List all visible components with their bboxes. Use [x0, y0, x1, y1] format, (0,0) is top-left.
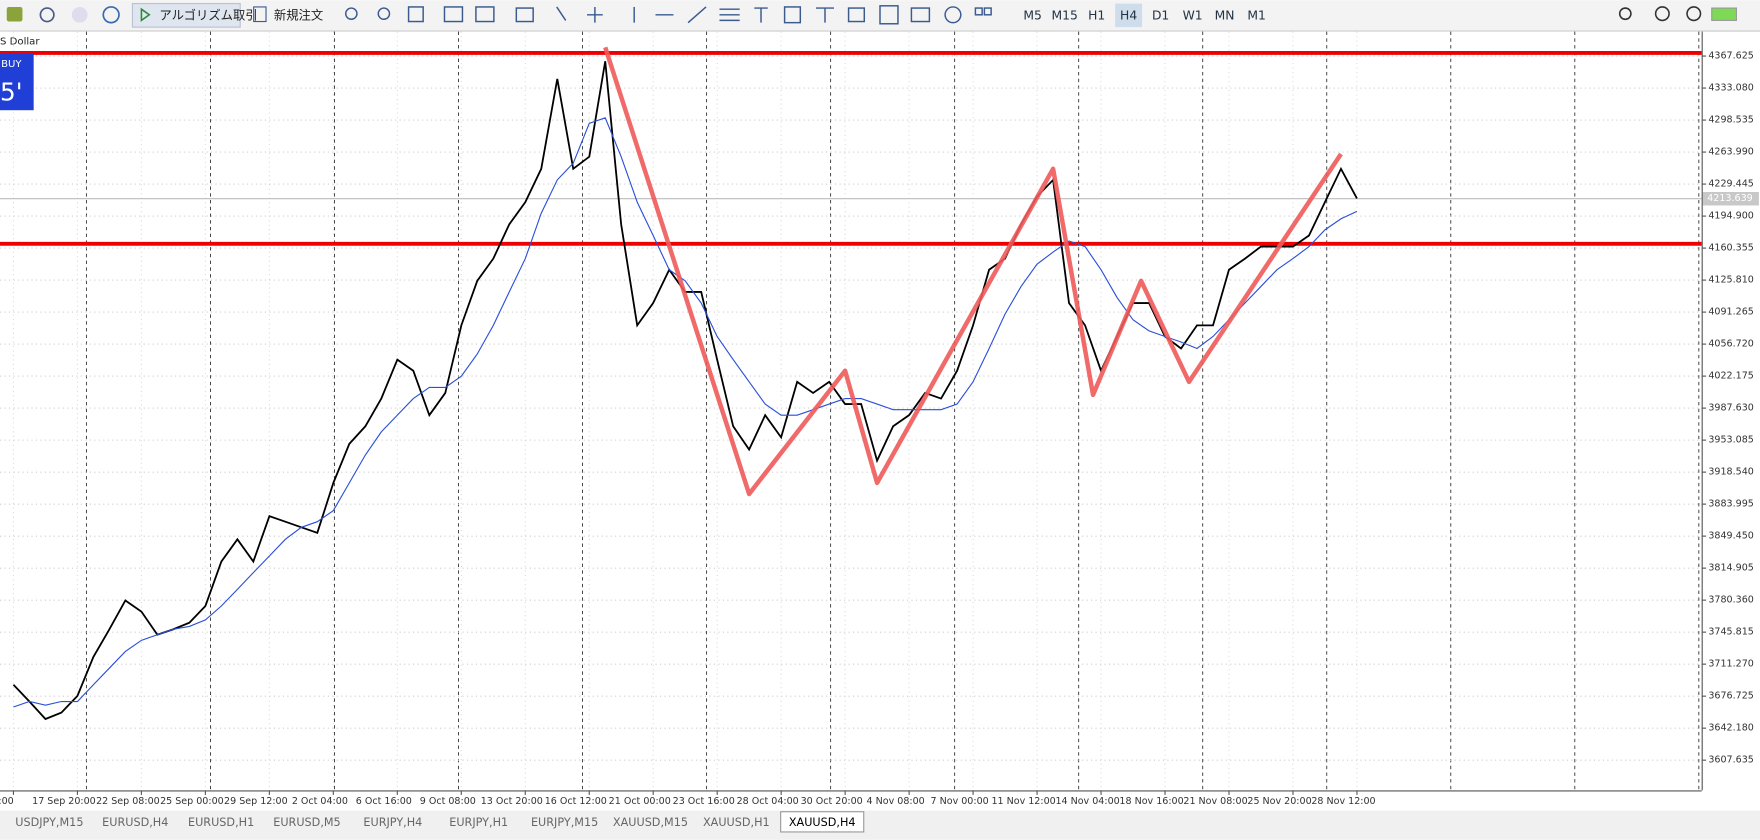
y-tick-label: 4160.355 [1708, 243, 1753, 254]
tab[interactable]: EURJPY,H4 [363, 816, 422, 829]
y-tick-label: 4333.080 [1708, 83, 1753, 94]
x-tick-label: 16 Oct 12:00 [545, 796, 607, 807]
y-tick-label: 3642.180 [1708, 723, 1753, 734]
toolbar-icon[interactable] [6, 6, 23, 22]
timeframe-button[interactable]: M1 [1247, 8, 1265, 22]
battery [1711, 7, 1737, 21]
x-tick-label: 7 Nov 00:00 [931, 796, 989, 807]
x-tick-label: 18 Nov 16:00 [1119, 796, 1183, 807]
timeframe-button[interactable]: M5 [1023, 8, 1041, 22]
tab[interactable]: XAUUSD,H1 [703, 816, 770, 829]
y-tick-label: 3676.725 [1708, 691, 1753, 702]
tabs: USDJPY,M15 EURUSD,H4 EURUSD,H1 EURUSD,M5 EUR… [15, 811, 865, 833]
x-tick-label: 22 Sep 08:00 [96, 796, 160, 807]
toolbar-icon[interactable] [102, 6, 120, 24]
y-tick-label: 3883.995 [1708, 499, 1753, 510]
x-tick-label: 14 Nov 04:00 [1055, 796, 1119, 807]
y-tick-label: 4125.810 [1708, 275, 1753, 286]
y-tick-label: 3987.630 [1708, 403, 1753, 414]
y-tick-label: 3607.635 [1708, 755, 1753, 766]
buy-price: 5' [0, 77, 23, 106]
y-tick-label: 3849.450 [1708, 531, 1753, 542]
chart: 4367.625 4333.080 4298.535 4263.990 4229.445… [0, 31, 1759, 807]
tab-bar [0, 810, 1760, 840]
x-tick-label: 21 Oct 00:00 [609, 796, 671, 807]
x-tick-label: 23 Oct 16:00 [673, 796, 735, 807]
timeframe-button[interactable]: M15 [1051, 8, 1077, 22]
algo-label: アルゴリズム取引 [159, 7, 257, 22]
x-tick-label: 25 Nov 20:00 [1247, 796, 1311, 807]
y-tick-label: 3780.360 [1708, 595, 1753, 606]
toolbar-right [1618, 6, 1702, 22]
current-price-box [1702, 191, 1759, 206]
timeframe-button[interactable]: H1 [1088, 8, 1105, 22]
timeframe-button[interactable]: H4 [1120, 8, 1137, 22]
toolbar-icons [344, 5, 992, 25]
timeframe-button[interactable]: D1 [1152, 8, 1169, 22]
moving-average [13, 117, 1358, 708]
x-tick-label: 2 Oct 04:00 [292, 796, 348, 807]
play-icon [140, 7, 151, 22]
y-tick-label: 3745.815 [1708, 627, 1753, 638]
y-tick-label: 4367.625 [1708, 51, 1753, 62]
y-tick-label: 3918.540 [1708, 467, 1753, 478]
timeframe-button[interactable]: W1 [1183, 8, 1203, 22]
x-tick-label: 6 Oct 16:00 [356, 796, 412, 807]
tab[interactable]: EURUSD,H1 [188, 816, 254, 829]
x-tick-label: 21 Nov 08:00 [1183, 796, 1247, 807]
y-tick-label: 3711.270 [1708, 659, 1753, 670]
x-tick-label: 04:00 [0, 796, 14, 807]
x-tick-label: 13 Oct 20:00 [481, 796, 543, 807]
x-tick-label: 17 Sep 20:00 [32, 796, 96, 807]
tab[interactable]: EURUSD,M5 [273, 816, 340, 829]
symbol-label: S Dollar [0, 37, 40, 48]
y-tick-label: 4298.535 [1708, 115, 1753, 126]
tab[interactable]: XAUUSD,M15 [613, 816, 688, 829]
x-tick-label: 30 Oct 20:00 [801, 796, 863, 807]
zigzag [603, 46, 1343, 497]
x-tick-label: 28 Nov 12:00 [1311, 796, 1375, 807]
y-tick-label: 4022.175 [1708, 371, 1753, 382]
buy-panel[interactable] [0, 52, 34, 111]
toolbar-icon[interactable] [71, 6, 88, 23]
x-tick-label: 4 Nov 08:00 [867, 796, 925, 807]
new-order-label[interactable]: 新規注文 [274, 7, 323, 22]
y-tick-label: 3953.085 [1708, 435, 1753, 446]
x-tick-label: 25 Sep 00:00 [160, 796, 224, 807]
x-tick-label: 28 Oct 04:00 [737, 796, 799, 807]
tab[interactable]: XAUUSD,H4 [789, 816, 856, 829]
algo-button[interactable] [131, 3, 241, 28]
y-tick-label: 3814.905 [1708, 563, 1753, 574]
timeframe-bar: M5 M15 H1 H4 D1 W1 MN M1 [1023, 3, 1266, 28]
y-tick-label: 4263.990 [1708, 147, 1753, 158]
tab[interactable]: EURJPY,H1 [449, 816, 508, 829]
x-tick-label: 29 Sep 12:00 [224, 796, 288, 807]
tab-active [780, 811, 865, 833]
toolbar-icon[interactable] [39, 7, 55, 23]
timeframe-button[interactable]: MN [1215, 8, 1235, 22]
tab[interactable]: EURJPY,M15 [531, 816, 598, 829]
tab[interactable]: USDJPY,M15 [15, 816, 83, 829]
x-tick-label: 11 Nov 12:00 [991, 796, 1055, 807]
plot-area [0, 31, 1702, 791]
x-tick-label: 9 Oct 08:00 [420, 796, 476, 807]
y-tick-label: 4194.900 [1708, 211, 1753, 222]
current-price-label: 4213.639 [1707, 193, 1752, 204]
y-tick-label: 4091.265 [1708, 307, 1753, 318]
tab[interactable]: EURUSD,H4 [102, 816, 168, 829]
timeframe-active [1115, 3, 1143, 28]
buy-label: BUY [1, 59, 22, 70]
order-icon[interactable] [253, 6, 267, 23]
y-tick-label: 4229.445 [1708, 179, 1753, 190]
y-tick-label: 4056.720 [1708, 339, 1753, 350]
